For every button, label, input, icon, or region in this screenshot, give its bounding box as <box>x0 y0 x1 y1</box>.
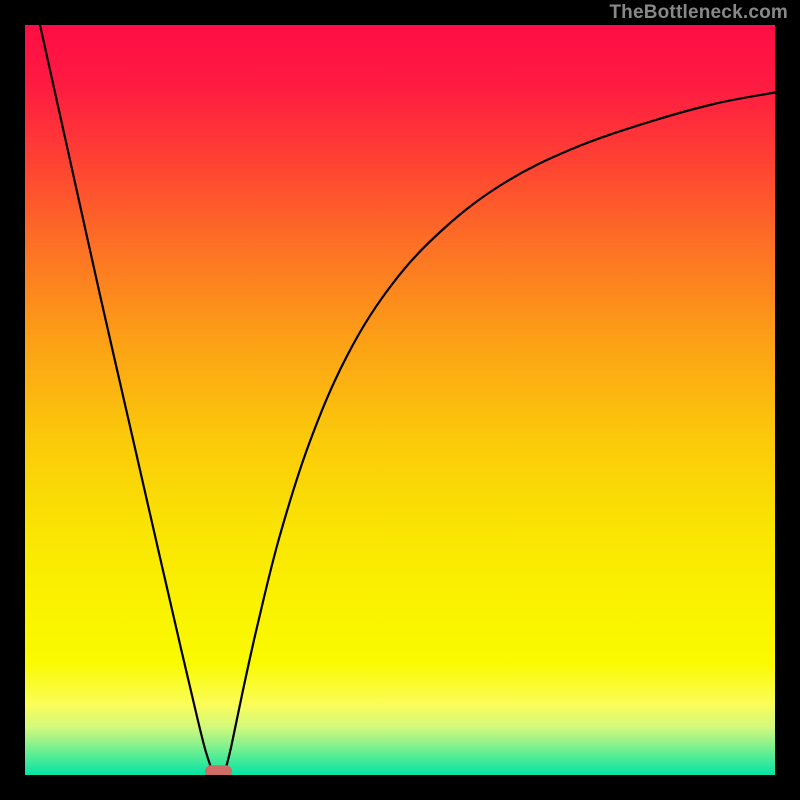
plot-svg <box>25 25 775 775</box>
plot-area <box>25 25 775 775</box>
gradient-background <box>25 25 775 775</box>
watermark-text: TheBottleneck.com <box>609 2 788 24</box>
min-marker <box>205 765 232 775</box>
chart-frame: TheBottleneck.com <box>0 0 800 800</box>
